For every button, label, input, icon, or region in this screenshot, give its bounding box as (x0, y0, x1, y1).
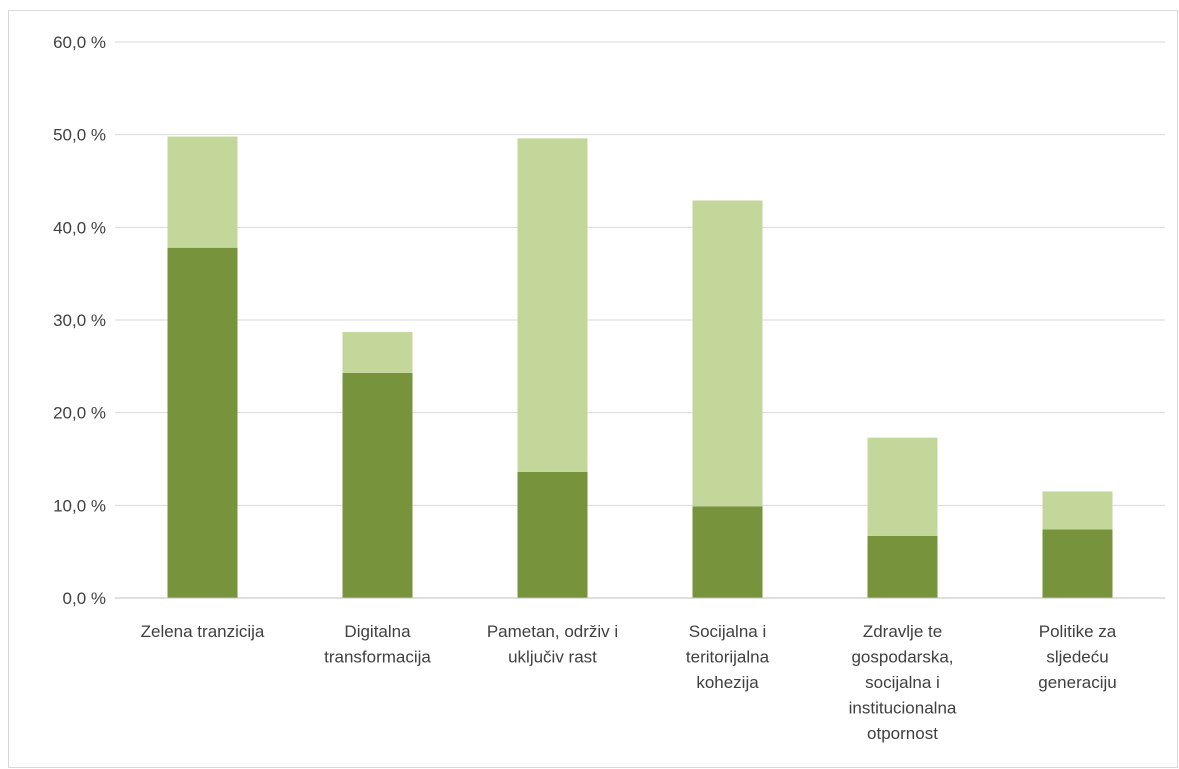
x-category-label-line: institucionalna (849, 699, 957, 718)
bar-segment-series-1 (692, 506, 763, 598)
x-category-label-line: socijalna i (865, 673, 940, 692)
bar-segment-series-1 (167, 247, 238, 598)
bar-segment-series-1 (517, 471, 588, 598)
x-category-label: Socijalna i teritorijalna kohezija (686, 622, 770, 692)
y-tick-label: 20,0 % (53, 404, 106, 423)
x-category-label-line: transformacija (324, 648, 431, 667)
y-tick-label: 30,0 % (53, 311, 106, 330)
bar-segment-series-2 (1042, 491, 1113, 530)
bar-segment-series-2 (867, 437, 938, 536)
x-category-label-line: Pametan, održiv i (487, 622, 618, 641)
x-category-label: Pametan, održiv i uključiv rast (487, 622, 618, 667)
bar-segment-series-1 (342, 372, 413, 598)
gridlines (115, 41, 1165, 506)
x-category-label-line: Digitalna (344, 622, 411, 641)
x-category-label: Politike za sljedeću generaciju (1038, 622, 1117, 692)
x-category-label: Zelena tranzicija (141, 622, 265, 641)
bar-segment-series-1 (1042, 529, 1113, 598)
x-category-label-line: sljedeću (1046, 648, 1108, 667)
bar-segment-series-2 (517, 138, 588, 472)
y-tick-label: 10,0 % (53, 496, 106, 515)
bars (167, 136, 1113, 598)
x-category-label-line: otpornost (867, 724, 938, 743)
bar-segment-series-2 (692, 200, 763, 507)
x-category-label-line: kohezija (696, 673, 759, 692)
x-category-label-line: teritorijalna (686, 648, 770, 667)
y-tick-label: 0,0 % (63, 589, 106, 608)
bar-segment-series-2 (342, 332, 413, 373)
y-tick-label: 40,0 % (53, 218, 106, 237)
x-category-label: Digitalna transformacija (324, 622, 431, 667)
y-tick-label: 50,0 % (53, 126, 106, 145)
x-category-label-line: Politike za (1039, 622, 1117, 641)
x-category-label-line: Zdravlje te (863, 622, 942, 641)
x-category-label-line: Socijalna i (689, 622, 767, 641)
x-category-label-line: generaciju (1038, 673, 1116, 692)
y-tick-label: 60,0 % (53, 33, 106, 52)
x-axis-category-labels: Zelena tranzicija Digitalna transformacija… (141, 622, 1117, 743)
bar-segment-series-1 (867, 535, 938, 598)
x-category-label-line: gospodarska, (851, 648, 953, 667)
x-category-label: Zdravlje te gospodarska, socijalna i instit… (849, 622, 957, 743)
bar-segment-series-2 (167, 136, 238, 248)
y-axis-tick-labels: 0,0 % 10,0 % 20,0 % 30,0 % 40,0 % 50,0 % 60,0 … (53, 33, 106, 608)
x-category-label-line: Zelena tranzicija (141, 622, 265, 641)
x-category-label-line: uključiv rast (508, 648, 597, 667)
